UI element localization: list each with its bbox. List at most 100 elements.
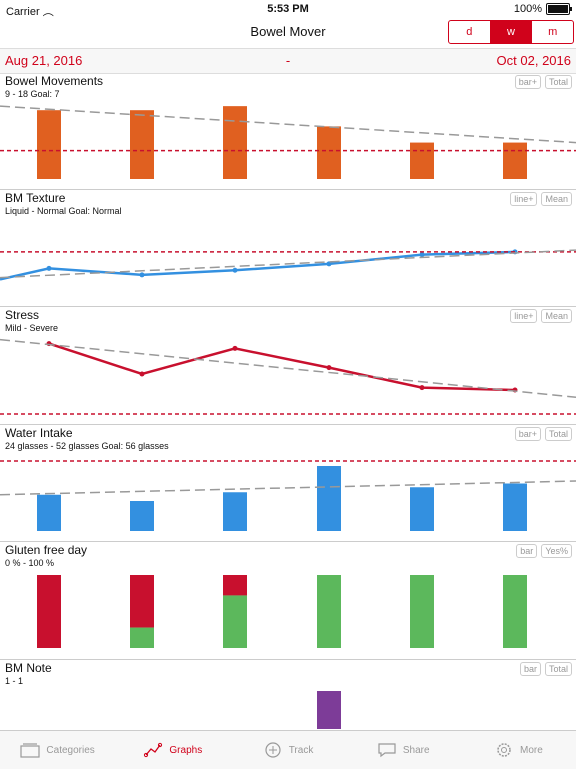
tab-more[interactable]: More — [461, 731, 576, 769]
chart-point — [419, 252, 425, 258]
chart-point — [139, 272, 145, 278]
chart-panel[interactable]: Gluten free day 0 % - 100 % bar Yes% — [0, 541, 576, 660]
chart-bar — [37, 494, 61, 531]
chart-svg — [0, 338, 576, 415]
tab-track[interactable]: Track — [230, 731, 345, 769]
chart-range: 1 - 1 — [5, 676, 24, 686]
chart-range: 9 - 18 Goal: 7 — [5, 89, 60, 99]
chart-title: Gluten free day — [5, 543, 88, 557]
tab-label: More — [520, 744, 543, 756]
chart-point — [232, 267, 238, 273]
chart-bar — [223, 492, 247, 531]
chart-panel[interactable]: Bowel Movements 9 - 18 Goal: 7 bar+ Total — [0, 72, 576, 190]
chart-type-button[interactable]: bar — [519, 662, 541, 676]
chart-title: BM Note — [5, 661, 52, 675]
chart-bar — [410, 487, 434, 531]
date-range-row: Aug 21, 2016 - Oct 02, 2016 — [0, 48, 576, 74]
trend-line — [0, 338, 576, 398]
chart-range: Mild - Severe — [5, 323, 59, 333]
chart-bar — [503, 142, 527, 179]
chart-panel[interactable]: BM Note 1 - 1 bar Total — [0, 659, 576, 731]
graphs-icon — [144, 742, 163, 758]
chart-bar — [37, 110, 61, 179]
chart-svg — [37, 575, 527, 648]
tab-label: Categories — [46, 744, 95, 756]
chart-type-button[interactable]: bar — [516, 544, 538, 558]
chart-title: Bowel Movements — [5, 74, 104, 88]
segment-day[interactable]: d — [466, 26, 473, 38]
chart-bar — [317, 126, 341, 179]
chart-options: bar Total — [519, 662, 572, 676]
aggregate-button[interactable]: Total — [544, 662, 572, 676]
categories-icon — [20, 743, 41, 758]
trend-line — [0, 105, 576, 144]
chart-bar — [130, 501, 154, 531]
battery-status: 100% — [514, 3, 572, 15]
aggregate-button[interactable]: Mean — [541, 192, 572, 206]
chart-title: Stress — [5, 308, 40, 322]
chart-options: bar+ Total — [514, 427, 572, 441]
end-date[interactable]: Oct 02, 2016 — [496, 53, 571, 68]
chart-bar-yes — [503, 575, 527, 648]
segment-month[interactable]: m — [531, 21, 573, 43]
battery-icon — [546, 3, 572, 15]
status-time: 5:53 PM — [267, 3, 309, 15]
app-title: Bowel Mover — [250, 24, 326, 39]
tab-label: Share — [402, 744, 430, 756]
period-segmented-control: d w m — [448, 20, 574, 44]
chart-point — [46, 265, 52, 271]
chart-bar — [317, 691, 341, 729]
aggregate-button[interactable]: Mean — [541, 309, 572, 323]
chart-svg — [317, 691, 341, 729]
chart-type-button[interactable]: bar+ — [514, 427, 541, 441]
plus-circle-icon — [265, 742, 281, 758]
chart-range: 24 glasses - 52 glasses Goal: 56 glasses — [5, 441, 169, 451]
tab-categories[interactable]: Categories — [0, 731, 115, 769]
chart-point — [232, 345, 238, 351]
chart-bar — [223, 106, 247, 179]
aggregate-button[interactable]: Yes% — [541, 544, 572, 558]
tab-share[interactable]: Share — [346, 731, 461, 769]
chart-svg — [0, 460, 576, 531]
chart-type-button[interactable]: line+ — [510, 309, 538, 323]
chart-point — [326, 261, 332, 267]
chart-type-button[interactable]: line+ — [510, 192, 538, 206]
tab-bar: Categories Graphs Track Share More — [0, 730, 576, 769]
start-date[interactable]: Aug 21, 2016 — [5, 53, 83, 68]
tab-label: Track — [288, 744, 314, 756]
chart-bar-yes — [130, 627, 154, 648]
share-icon — [378, 743, 396, 758]
chart-options: bar Yes% — [516, 544, 572, 558]
chart-options: line+ Mean — [510, 309, 572, 323]
chart-panel[interactable]: Water Intake 24 glasses - 52 glasses Goal… — [0, 424, 576, 542]
chart-range: Liquid - Normal Goal: Normal — [5, 206, 122, 216]
chart-point — [139, 371, 145, 377]
chart-bar — [503, 483, 527, 531]
chart-options: bar+ Total — [514, 75, 572, 89]
chart-title: Water Intake — [5, 426, 73, 440]
chart-bar — [410, 142, 434, 179]
chart-type-button[interactable]: bar+ — [514, 75, 541, 89]
tab-graphs[interactable]: Graphs — [115, 731, 230, 769]
chart-range: 0 % - 100 % — [5, 558, 55, 568]
wifi-icon: ︵ — [42, 6, 54, 18]
chart-panel[interactable]: BM Texture Liquid - Normal Goal: Normal li… — [0, 189, 576, 307]
chart-bar-yes — [317, 575, 341, 648]
chart-point — [326, 365, 332, 371]
tab-label: Graphs — [169, 744, 203, 756]
chart-options: line+ Mean — [510, 192, 572, 206]
carrier-label: Carrier ︵ — [6, 6, 54, 18]
chart-svg — [0, 105, 576, 179]
trend-line — [0, 480, 576, 496]
aggregate-button[interactable]: Total — [544, 427, 572, 441]
chart-panel[interactable]: Stress Mild - Severe line+ Mean — [0, 306, 576, 425]
chart-title: BM Texture — [5, 191, 66, 205]
series-line — [48, 342, 516, 392]
nav-bar: Bowel Mover d w m — [0, 18, 576, 48]
chart-bar-no — [130, 575, 154, 628]
chart-bar-no — [37, 575, 61, 648]
trend-line — [0, 249, 576, 279]
segment-week[interactable]: w — [489, 21, 532, 43]
aggregate-button[interactable]: Total — [544, 75, 572, 89]
chart-bar-yes — [223, 595, 247, 648]
